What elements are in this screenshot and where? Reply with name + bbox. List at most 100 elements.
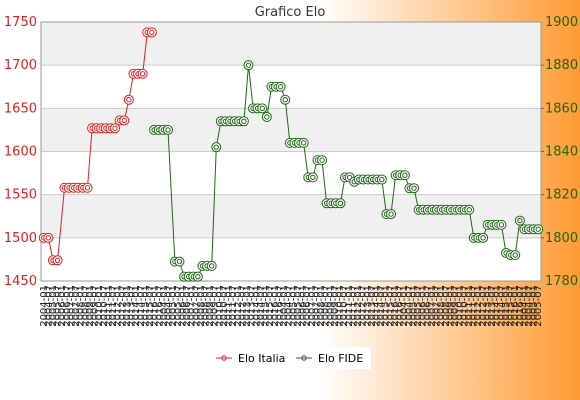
- data-point: [478, 232, 489, 243]
- x-tick-label: 2007-01: [307, 285, 318, 327]
- legend: Elo Italia Elo FIDE: [211, 347, 371, 369]
- x-tick-label: 2015-01: [501, 285, 512, 327]
- x-tick-label: 2015-07: [145, 285, 156, 327]
- x-tick-label: 2009-07: [90, 285, 101, 327]
- data-point: [119, 115, 130, 126]
- x-tick-label: 2009-07: [210, 285, 221, 327]
- x-tick-label: 2009-07: [450, 285, 461, 327]
- x-tick-label: 2005-07: [53, 285, 64, 327]
- y-left-tick-label: 1450: [4, 274, 37, 289]
- x-tick-label: 2004-01: [279, 285, 290, 327]
- x-tick-label: 2007-07: [311, 285, 322, 327]
- y-right-tick-label: 1800: [545, 231, 578, 246]
- y-right-tick-label: 1860: [545, 101, 578, 116]
- x-tick-label: 2006-07: [62, 285, 73, 327]
- data-point: [510, 250, 521, 261]
- data-point: [137, 68, 148, 79]
- x-tick-label: 2009-01: [205, 285, 216, 327]
- legend-label: Elo FIDE: [318, 352, 363, 365]
- x-tick-label: 2011-07: [228, 285, 239, 327]
- x-tick-label: 2008-01: [316, 285, 327, 327]
- x-tick-label: 2005-01: [48, 285, 59, 327]
- x-tick-label: 2012-07: [117, 285, 128, 327]
- y-left-tick-label: 1700: [4, 58, 37, 73]
- legend-item: Elo FIDE: [296, 352, 363, 365]
- x-tick-label: 2010-01: [455, 285, 466, 327]
- x-tick-label: 2005-07: [413, 285, 424, 327]
- x-tick-label: 2004-07: [43, 285, 54, 327]
- x-tick-label: 2012-01: [233, 285, 244, 327]
- x-tick-label: 2011-01: [344, 285, 355, 327]
- x-tick-label: 2014-07: [496, 285, 507, 327]
- data-point: [335, 198, 346, 209]
- data-point: [238, 116, 249, 127]
- x-tick-label: 2005-07: [293, 285, 304, 327]
- x-tick-label: 2006-07: [422, 285, 433, 327]
- x-tick-label: 2014-01: [492, 285, 503, 327]
- x-tick-label: 2008-07: [321, 285, 332, 327]
- x-tick-label: 2007-07: [432, 285, 443, 327]
- x-tick-label: 2012-07: [237, 285, 248, 327]
- x-tick-label: 2006-07: [302, 285, 313, 327]
- x-tick-label: 2004-01: [519, 285, 530, 327]
- x-tick-label: 2015-07: [385, 285, 396, 327]
- x-tick-label: 2009-07: [330, 285, 341, 327]
- x-tick-label: 2012-01: [113, 285, 124, 327]
- data-point: [464, 204, 475, 215]
- data-point: [52, 255, 63, 266]
- y-left-tick-label: 1600: [4, 145, 37, 160]
- x-tick-label: 2014-01: [371, 285, 382, 327]
- x-tick-label: 2007-07: [191, 285, 202, 327]
- data-point: [146, 27, 157, 38]
- x-tick-label: 2015-07: [506, 285, 517, 327]
- x-tick-label: 2016-07: [154, 285, 165, 327]
- x-tick-label: 2011-07: [469, 285, 480, 327]
- x-tick-label: 2013-01: [122, 285, 133, 327]
- x-tick-label: 2015-07: [265, 285, 276, 327]
- x-tick-label: 2013-01: [362, 285, 373, 327]
- data-point: [307, 172, 318, 183]
- data-point: [123, 94, 134, 105]
- y-right-tick-label: 1840: [545, 145, 578, 160]
- x-tick-label: 2008-07: [441, 285, 452, 327]
- x-tick-label: 2005-07: [533, 285, 544, 327]
- plot-band: [41, 194, 541, 238]
- data-point: [376, 174, 387, 185]
- x-tick-label: 2008-01: [76, 285, 87, 327]
- data-point: [409, 183, 420, 194]
- x-tick-label: 2011-07: [108, 285, 119, 327]
- x-tick-label: 2006-01: [177, 285, 188, 327]
- data-point: [261, 111, 272, 122]
- x-tick-label: 2005-07: [173, 285, 184, 327]
- data-point: [386, 209, 397, 220]
- x-tick-label: 2016-01: [270, 285, 281, 327]
- data-point: [275, 81, 286, 92]
- x-tick-label: 2010-07: [219, 285, 230, 327]
- y-right-tick-label: 1880: [545, 58, 578, 73]
- x-tick-label: 2009-01: [325, 285, 336, 327]
- x-tick-label: 2016-07: [395, 285, 406, 327]
- x-tick-label: 2011-01: [464, 285, 475, 327]
- x-tick-label: 2012-07: [358, 285, 369, 327]
- data-point: [243, 60, 254, 71]
- x-tick-label: 2016-01: [150, 285, 161, 327]
- x-tick-label: 2016-01: [510, 285, 521, 327]
- x-tick-label: 2008-07: [80, 285, 91, 327]
- x-tick-label: 2010-01: [94, 285, 105, 327]
- x-tick-label: 2014-01: [131, 285, 142, 327]
- x-tick-label: 2005-01: [408, 285, 419, 327]
- y-left-tick-label: 1650: [4, 101, 37, 116]
- data-point: [514, 215, 525, 226]
- x-tick-label: 2012-01: [353, 285, 364, 327]
- x-tick-label: 2004-07: [284, 285, 295, 327]
- x-tick-label: 2014-01: [251, 285, 262, 327]
- plot-bands: [41, 22, 541, 238]
- x-tick-label: 2011-01: [224, 285, 235, 327]
- chart-title: Grafico Elo: [255, 5, 326, 20]
- y-left-tick-label: 1750: [4, 15, 37, 30]
- x-tick-label: 2015-01: [381, 285, 392, 327]
- data-point: [533, 224, 544, 235]
- y-left-tick-label: 1550: [4, 188, 37, 203]
